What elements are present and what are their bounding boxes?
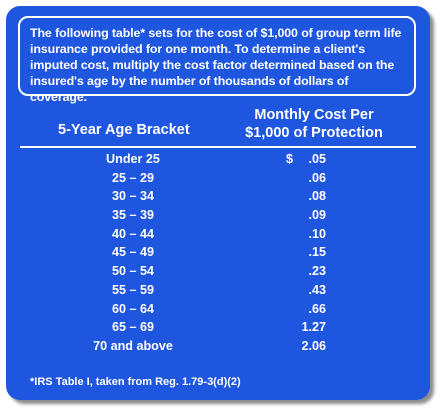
header-divider: [20, 146, 416, 148]
monthly-cost-value: 1.27: [301, 320, 326, 335]
age-bracket-cell: 60 – 64: [111, 301, 155, 316]
table-row: 35 – 39 .09: [6, 206, 430, 225]
age-bracket-cell: 40 – 44: [111, 226, 155, 241]
age-bracket-cell: 55 – 59: [111, 282, 155, 297]
table-row: 25 – 29 .06: [6, 169, 430, 188]
age-bracket-cell: 70 and above: [93, 338, 173, 353]
monthly-cost-value: .06: [308, 170, 326, 185]
monthly-cost-value: .05: [308, 152, 326, 166]
monthly-cost-value: .15: [308, 245, 326, 260]
age-bracket-cell: 50 – 54: [111, 264, 155, 279]
table-row: 40 – 44 .10: [6, 225, 430, 244]
table-row: 45 – 49 .15: [6, 243, 430, 262]
intro-text: The following table* sets for the cost o…: [30, 26, 402, 104]
intro-text-box: The following table* sets for the cost o…: [18, 16, 416, 104]
age-bracket-header: 5-Year Age Bracket: [58, 122, 190, 138]
monthly-cost-header-line1: Monthly Cost Per: [254, 107, 374, 123]
currency-symbol: $: [286, 152, 294, 166]
table-row: 50 – 54 .23: [6, 262, 430, 281]
monthly-cost-value: .43: [308, 282, 326, 297]
table-row: 55 – 59 .43: [6, 281, 430, 300]
monthly-cost-value: .66: [308, 301, 326, 316]
age-bracket-cell: 35 – 39: [111, 208, 155, 223]
rate-table-body: Under 25 $ .05 25 – 29 .06 30 – 34 .08 35 – 39.…: [6, 150, 430, 356]
monthly-cost-header-line2: $1,000 of Protection: [245, 125, 383, 141]
table-row: 65 – 69 1.27: [6, 318, 430, 337]
monthly-cost-value: .08: [308, 189, 326, 204]
age-bracket-cell: 65 – 69: [111, 320, 155, 335]
table-row: 70 and above 2.06: [6, 337, 430, 356]
footnote: *IRS Table I, taken from Reg. 1.79-3(d)(…: [30, 376, 241, 388]
age-bracket-cell: 25 – 29: [111, 170, 155, 185]
table-panel: The following table* sets for the cost o…: [6, 6, 430, 400]
age-bracket-cell: 45 – 49: [111, 245, 155, 260]
age-bracket-cell: Under 25: [106, 152, 160, 166]
monthly-cost-value: .10: [308, 226, 326, 241]
monthly-cost-header: Monthly Cost Per $1,000 of Protection: [234, 106, 394, 142]
monthly-cost-value: 2.06: [301, 338, 326, 353]
age-bracket-cell: 30 – 34: [111, 189, 155, 204]
table-row: 60 – 64 .66: [6, 300, 430, 319]
monthly-cost-value: .23: [308, 264, 326, 279]
table-row: Under 25 $ .05: [6, 150, 430, 169]
table-row: 30 – 34 .08: [6, 187, 430, 206]
monthly-cost-value: .09: [308, 208, 326, 223]
